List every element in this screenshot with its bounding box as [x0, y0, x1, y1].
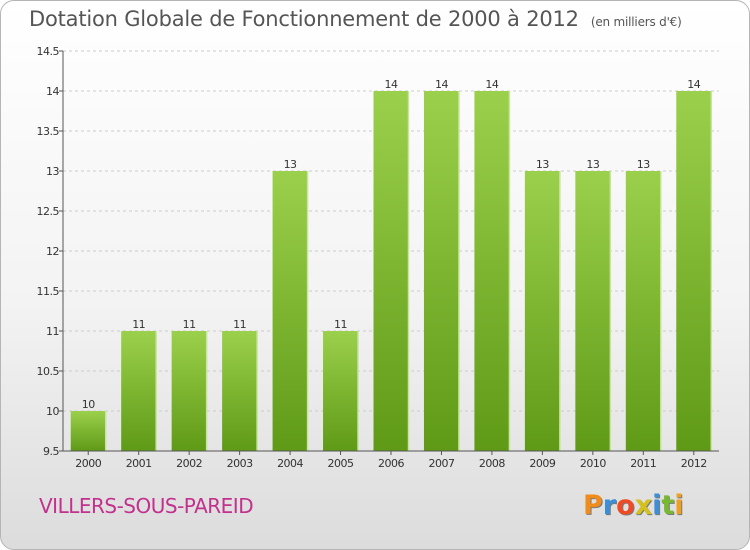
- x-tick-label: 2009: [529, 457, 555, 470]
- bar-value-label: 11: [183, 318, 196, 331]
- y-tick-label: 12.5: [37, 205, 60, 218]
- x-tick-label: 2007: [428, 457, 454, 470]
- bar: [423, 91, 459, 451]
- chart-title-text: Dotation Globale de Fonctionnement de 20…: [29, 7, 579, 31]
- bar-value-label: 11: [233, 318, 246, 331]
- bar-value-label: 10: [82, 398, 95, 411]
- x-tick-label: 2010: [580, 457, 606, 470]
- bar: [474, 91, 510, 451]
- brand-letter: r: [602, 490, 617, 521]
- bar: [222, 331, 258, 451]
- brand-logo: Proxiti: [583, 490, 684, 521]
- y-tick-label: 10.5: [37, 365, 60, 378]
- bar: [70, 411, 106, 451]
- bar-value-label: 14: [385, 78, 398, 91]
- y-tick-label: 10: [46, 405, 59, 418]
- bar: [171, 331, 207, 451]
- y-tick-label: 11.5: [37, 285, 60, 298]
- bar-value-label: 11: [334, 318, 347, 331]
- bar-value-label: 11: [132, 318, 145, 331]
- x-tick-label: 2005: [328, 457, 354, 470]
- bar: [323, 331, 359, 451]
- x-tick-label: 2003: [227, 457, 253, 470]
- bar: [676, 91, 712, 451]
- axes: 9.5 10 10.5 11 11.5 12 12.5 13 13.5 14 14.5 2000 200…: [37, 45, 719, 470]
- brand-letter: i: [652, 490, 662, 521]
- y-tick-label: 14: [46, 85, 59, 98]
- bar-value-label: 13: [586, 158, 599, 171]
- y-tick-label: 13.5: [37, 125, 60, 138]
- y-tick-label: 11: [46, 325, 59, 338]
- brand-letter: x: [634, 490, 653, 521]
- x-tick-label: 2004: [277, 457, 303, 470]
- brand-letter: o: [616, 490, 635, 521]
- brand-letter: i: [674, 490, 684, 521]
- x-tick-label: 2012: [681, 457, 707, 470]
- bar: [373, 91, 409, 451]
- bar: [121, 331, 157, 451]
- bar-value-label: 14: [485, 78, 498, 91]
- x-tick-label: 2008: [479, 457, 505, 470]
- brand-letter: t: [661, 490, 675, 521]
- bar-value-label: 14: [687, 78, 700, 91]
- bar-value-label: 13: [284, 158, 297, 171]
- x-tick-label: 2006: [378, 457, 404, 470]
- place-name: VILLERS-SOUS-PAREID: [39, 494, 254, 518]
- chart-title: Dotation Globale de Fonctionnement de 20…: [29, 7, 682, 31]
- x-tick-label: 2002: [176, 457, 202, 470]
- bar-value-label: 13: [536, 158, 549, 171]
- x-tick-label: 2011: [630, 457, 656, 470]
- chart-unit: (en milliers d'€): [590, 15, 682, 29]
- bar: [575, 171, 611, 451]
- bar: [272, 171, 308, 451]
- x-tick-label: 2000: [75, 457, 101, 470]
- brand-letter: P: [583, 490, 603, 521]
- bar: [524, 171, 560, 451]
- bar-value-label: 13: [637, 158, 650, 171]
- y-tick-label: 14.5: [37, 45, 60, 58]
- y-tick-label: 13: [46, 165, 59, 178]
- bar: [625, 171, 661, 451]
- x-tick-label: 2001: [126, 457, 152, 470]
- y-tick-label: 12: [46, 245, 59, 258]
- y-tick-label: 9.5: [43, 445, 59, 458]
- bars: 10 11 11 11 13 11 14 14 14 13 13 13 14: [70, 78, 713, 451]
- bar-value-label: 14: [435, 78, 448, 91]
